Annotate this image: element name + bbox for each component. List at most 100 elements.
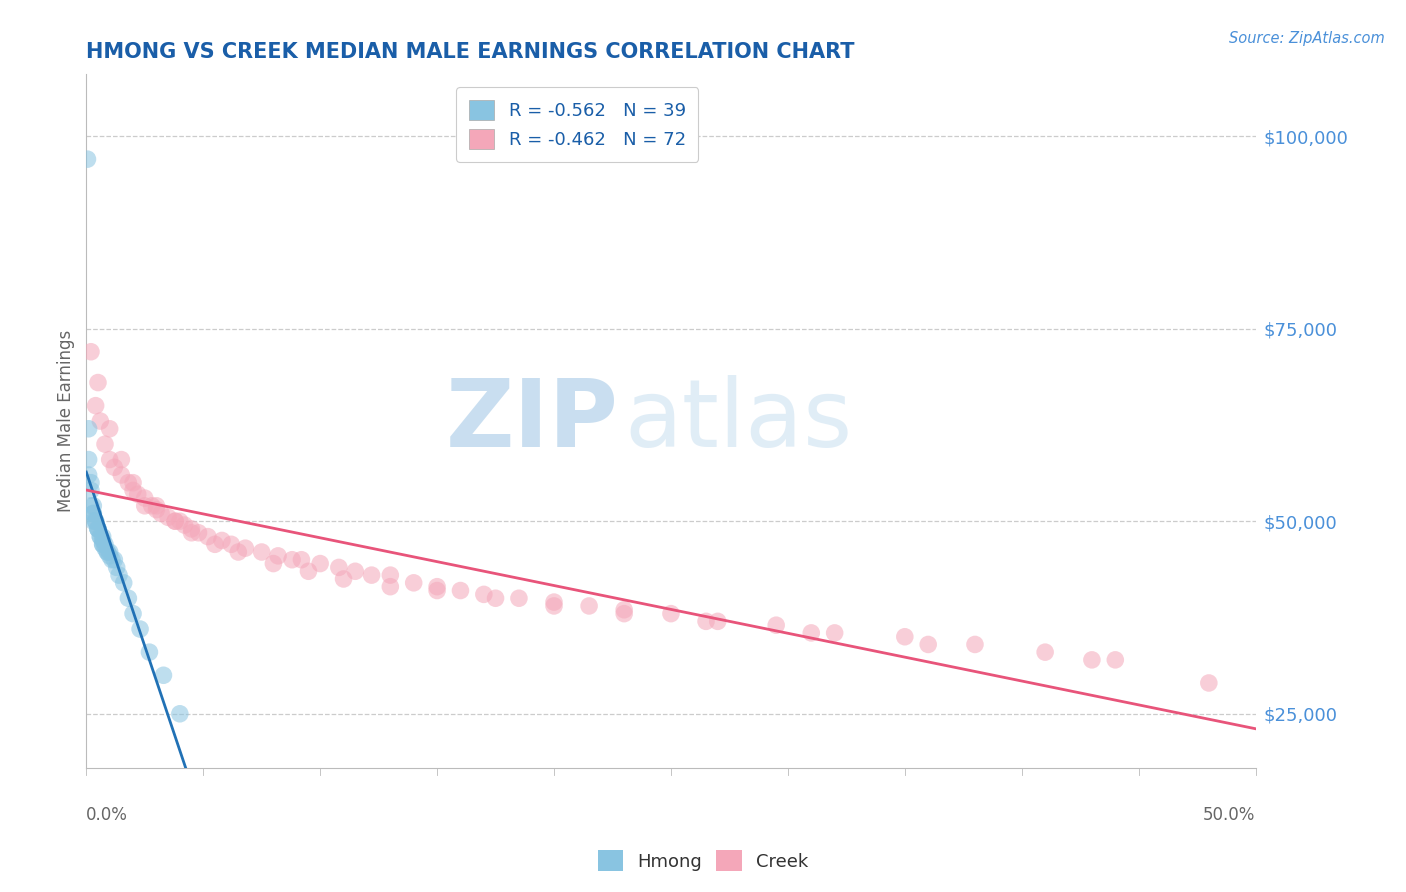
Point xyxy=(145,502,167,516)
Point xyxy=(290,552,312,566)
Point xyxy=(89,530,111,544)
Point xyxy=(152,668,174,682)
Point xyxy=(87,522,110,536)
Point xyxy=(508,591,530,606)
Point xyxy=(80,475,103,490)
Point xyxy=(165,514,187,528)
Point xyxy=(169,514,191,528)
Point xyxy=(77,452,100,467)
Point xyxy=(226,545,249,559)
Point xyxy=(145,499,167,513)
Point xyxy=(963,637,986,651)
Point xyxy=(180,522,202,536)
Point xyxy=(765,618,787,632)
Point xyxy=(96,545,118,559)
Point xyxy=(76,152,98,166)
Point xyxy=(84,514,107,528)
Point xyxy=(917,637,939,651)
Point xyxy=(165,514,187,528)
Point xyxy=(134,499,156,513)
Legend: R = -0.562   N = 39, R = -0.462   N = 72: R = -0.562 N = 39, R = -0.462 N = 72 xyxy=(457,87,699,162)
Point xyxy=(157,510,180,524)
Point xyxy=(112,575,135,590)
Point xyxy=(894,630,917,644)
Point xyxy=(1198,676,1220,690)
Point xyxy=(450,583,472,598)
Point xyxy=(122,607,145,621)
Point xyxy=(169,706,191,721)
Point xyxy=(103,552,125,566)
Point xyxy=(204,537,226,551)
Legend: Hmong, Creek: Hmong, Creek xyxy=(591,843,815,879)
Point xyxy=(484,591,506,606)
Text: 50.0%: 50.0% xyxy=(1204,805,1256,824)
Point xyxy=(197,530,219,544)
Point xyxy=(706,615,728,629)
Point xyxy=(380,580,402,594)
Point xyxy=(659,607,682,621)
Point xyxy=(91,533,114,548)
Point xyxy=(89,414,111,428)
Text: 0.0%: 0.0% xyxy=(86,805,128,824)
Point xyxy=(101,552,124,566)
Point xyxy=(87,522,110,536)
Point xyxy=(94,537,117,551)
Point xyxy=(96,545,118,559)
Point xyxy=(82,514,104,528)
Point xyxy=(380,568,402,582)
Point xyxy=(80,344,103,359)
Point xyxy=(613,603,636,617)
Point xyxy=(1033,645,1056,659)
Point xyxy=(89,530,111,544)
Point xyxy=(695,615,717,629)
Point xyxy=(98,452,121,467)
Y-axis label: Median Male Earnings: Median Male Earnings xyxy=(58,330,75,512)
Point xyxy=(187,525,209,540)
Point xyxy=(110,452,132,467)
Point xyxy=(82,499,104,513)
Point xyxy=(824,626,846,640)
Point xyxy=(211,533,233,548)
Point xyxy=(82,507,104,521)
Point xyxy=(77,467,100,482)
Point xyxy=(613,607,636,621)
Point xyxy=(117,475,139,490)
Text: ZIP: ZIP xyxy=(446,375,619,467)
Point xyxy=(91,530,114,544)
Point xyxy=(80,483,103,498)
Point xyxy=(472,587,495,601)
Point xyxy=(219,537,242,551)
Point xyxy=(233,541,256,556)
Point xyxy=(98,422,121,436)
Point xyxy=(297,564,319,578)
Point xyxy=(91,537,114,551)
Text: Source: ZipAtlas.com: Source: ZipAtlas.com xyxy=(1229,31,1385,46)
Point xyxy=(87,376,110,390)
Point xyxy=(800,626,823,640)
Point xyxy=(122,483,145,498)
Point xyxy=(309,557,332,571)
Point xyxy=(578,599,600,613)
Point xyxy=(129,622,152,636)
Point xyxy=(110,467,132,482)
Point xyxy=(91,537,114,551)
Point xyxy=(173,518,195,533)
Point xyxy=(267,549,290,563)
Text: HMONG VS CREEK MEDIAN MALE EARNINGS CORRELATION CHART: HMONG VS CREEK MEDIAN MALE EARNINGS CORR… xyxy=(86,42,855,62)
Point xyxy=(180,525,202,540)
Point xyxy=(360,568,382,582)
Point xyxy=(84,514,107,528)
Point xyxy=(328,560,350,574)
Point xyxy=(344,564,367,578)
Point xyxy=(134,491,156,505)
Point xyxy=(281,552,304,566)
Point xyxy=(94,541,117,556)
Point xyxy=(138,645,160,659)
Point xyxy=(108,568,131,582)
Text: atlas: atlas xyxy=(624,375,852,467)
Point xyxy=(332,572,354,586)
Point xyxy=(77,422,100,436)
Point xyxy=(80,499,103,513)
Point xyxy=(84,399,107,413)
Point xyxy=(250,545,273,559)
